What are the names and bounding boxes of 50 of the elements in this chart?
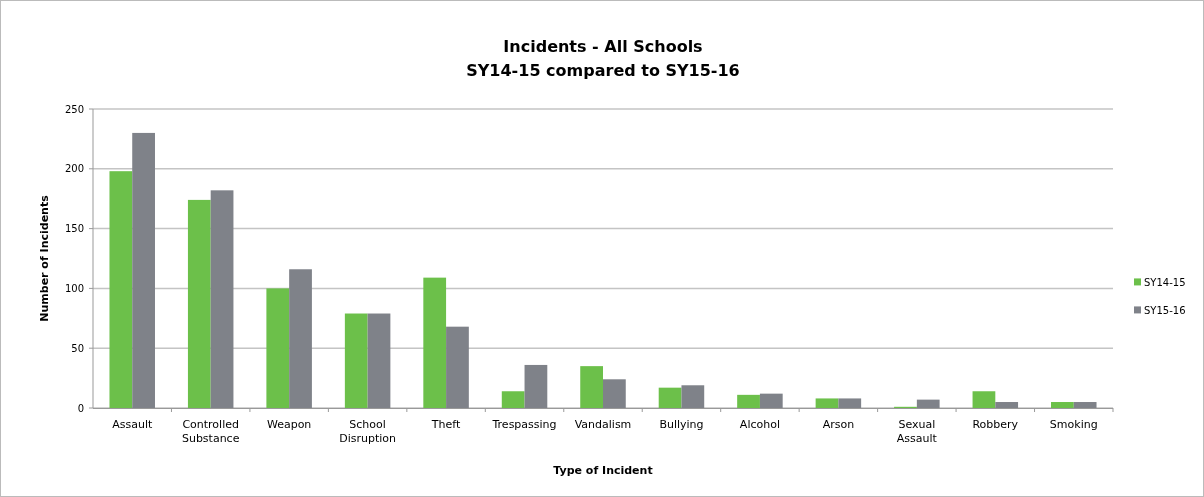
bar: [266, 288, 290, 408]
x-tick-label: Trespassing: [491, 418, 557, 431]
x-tick-label: Weapon: [266, 418, 312, 431]
y-axis-title: Number of Incidents: [38, 194, 51, 322]
legend-label: SY15-16: [1144, 304, 1186, 316]
bar: [972, 391, 996, 408]
chart-subtitle: SY14-15 compared to SY15-16: [466, 61, 740, 80]
bar: [995, 402, 1019, 408]
bar: [815, 398, 839, 408]
bar: [681, 385, 705, 408]
x-tick-label: School Disruption: [339, 418, 397, 445]
bar: [344, 313, 368, 408]
bar: [759, 393, 783, 408]
x-tick-label: Assault: [112, 418, 153, 431]
x-tick-label: Smoking: [1049, 418, 1098, 431]
bar: [1073, 402, 1097, 408]
legend-label: SY14-15: [1144, 276, 1186, 288]
bar: [210, 190, 234, 408]
chart-title: Incidents - All Schools: [503, 37, 703, 56]
bar: [187, 199, 211, 408]
bar: [658, 387, 682, 408]
bar: [132, 132, 155, 408]
x-tick-label: Bullying: [659, 418, 704, 431]
x-tick-label: Sexual Assault: [896, 418, 938, 445]
y-tick-label: 150: [64, 223, 84, 235]
bar: [109, 171, 133, 408]
bar: [289, 269, 312, 408]
y-tick-label: 100: [64, 282, 84, 294]
y-tick-label: 0: [77, 402, 84, 414]
x-tick-label: Controlled Substance: [181, 418, 240, 445]
bar: [1051, 402, 1074, 408]
x-tick-label: Robbery: [972, 418, 1019, 431]
x-tick-label: Vandalism: [574, 418, 632, 431]
x-tick-label: Arson: [822, 418, 855, 431]
bar: [446, 326, 469, 408]
bar: [838, 398, 862, 408]
bar: [367, 313, 391, 408]
y-tick-label: 50: [71, 342, 84, 354]
bar: [423, 277, 447, 408]
bar: [501, 391, 525, 408]
bar: [916, 399, 940, 408]
y-tick-label: 200: [64, 163, 84, 175]
x-tick-label: Theft: [430, 418, 461, 431]
bar: [524, 364, 548, 408]
x-axis-title: Type of Incident: [553, 464, 653, 477]
bar: [737, 394, 760, 408]
bar: [580, 366, 603, 408]
y-tick-label: 250: [64, 103, 84, 115]
bar: [603, 379, 626, 408]
x-tick-label: Alcohol: [739, 418, 780, 431]
